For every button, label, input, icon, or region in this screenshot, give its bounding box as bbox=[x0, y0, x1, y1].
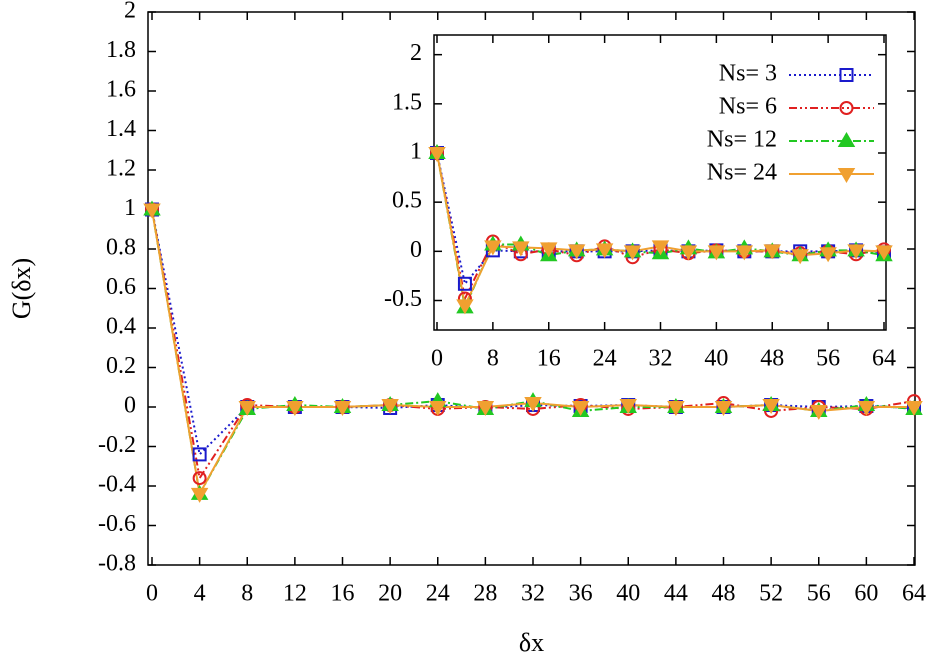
y-tick-label: -0.2 bbox=[98, 432, 136, 458]
legend-label: Ns= 3 bbox=[719, 61, 777, 87]
marker bbox=[619, 399, 637, 415]
marker bbox=[476, 401, 495, 416]
y-tick-label: 0.4 bbox=[106, 314, 136, 340]
marker bbox=[238, 401, 256, 416]
marker bbox=[847, 244, 865, 260]
y-tick-label: 2 bbox=[124, 0, 136, 24]
y-tick-label: -0.8 bbox=[98, 551, 136, 577]
series-line bbox=[151, 209, 915, 457]
marker bbox=[651, 240, 670, 256]
marker bbox=[333, 401, 352, 416]
marker bbox=[595, 243, 614, 259]
marker bbox=[735, 245, 754, 261]
x-tick-label: 8 bbox=[241, 581, 253, 607]
x-tick-label: 44 bbox=[664, 581, 688, 607]
marker bbox=[457, 276, 472, 291]
marker bbox=[623, 245, 642, 261]
x-axis-label: δx bbox=[519, 628, 544, 657]
y-tick-label: 0.2 bbox=[106, 353, 136, 379]
x-tick-label: 48 bbox=[760, 346, 784, 372]
y-tick-label: 1.5 bbox=[392, 89, 422, 115]
y-tick-label: 1.2 bbox=[106, 156, 136, 182]
marker bbox=[763, 244, 781, 260]
x-tick-label: 16 bbox=[331, 581, 355, 607]
marker bbox=[540, 242, 558, 258]
y-tick-label: 1.6 bbox=[106, 77, 136, 103]
y-tick-label: 1.8 bbox=[106, 37, 136, 63]
marker bbox=[381, 399, 399, 415]
y-tick-label: -0.6 bbox=[98, 511, 136, 537]
y-tick-label: -0.5 bbox=[384, 286, 422, 312]
x-tick-label: 32 bbox=[649, 346, 673, 372]
x-tick-label: 16 bbox=[537, 346, 561, 372]
x-tick-label: 24 bbox=[426, 581, 450, 607]
marker bbox=[143, 203, 161, 219]
x-tick-label: 64 bbox=[902, 581, 926, 607]
x-tick-label: 60 bbox=[854, 581, 878, 607]
x-tick-label: 24 bbox=[593, 346, 617, 372]
marker bbox=[839, 101, 854, 115]
marker bbox=[428, 147, 446, 162]
x-tick-label: 8 bbox=[487, 346, 499, 372]
marker bbox=[484, 240, 502, 256]
x-tick-label: 40 bbox=[616, 581, 640, 607]
marker bbox=[707, 245, 726, 261]
marker bbox=[286, 401, 304, 416]
marker bbox=[524, 397, 542, 413]
marker bbox=[791, 249, 809, 265]
y-tick-label: 1 bbox=[124, 195, 136, 221]
x-tick-label: 52 bbox=[759, 581, 783, 607]
y-tick-label: -0.4 bbox=[98, 472, 136, 498]
x-tick-label: 12 bbox=[283, 581, 307, 607]
marker bbox=[875, 245, 893, 261]
marker bbox=[667, 401, 685, 416]
marker bbox=[456, 299, 474, 315]
marker bbox=[429, 401, 447, 416]
legend-label: Ns= 12 bbox=[707, 127, 777, 153]
marker bbox=[714, 401, 733, 416]
marker bbox=[512, 241, 530, 257]
legend-label: Ns= 6 bbox=[719, 94, 777, 120]
y-axis-label: G(δx) bbox=[7, 258, 36, 319]
y-tick-label: 1 bbox=[410, 139, 422, 165]
y-tick-label: 1.4 bbox=[106, 116, 136, 142]
x-tick-label: 40 bbox=[704, 346, 728, 372]
y-tick-label: 0.6 bbox=[106, 274, 136, 300]
x-tick-label: 0 bbox=[146, 581, 158, 607]
x-tick-label: 20 bbox=[378, 581, 402, 607]
marker bbox=[819, 247, 837, 263]
marker bbox=[857, 401, 876, 416]
x-tick-label: 56 bbox=[816, 346, 840, 372]
y-tick-label: 0.8 bbox=[106, 235, 136, 261]
marker bbox=[567, 244, 586, 260]
marker bbox=[905, 401, 923, 416]
y-tick-label: 0 bbox=[410, 237, 422, 263]
x-tick-label: 56 bbox=[807, 581, 831, 607]
y-tick-label: 0.5 bbox=[392, 188, 422, 214]
marker bbox=[810, 404, 828, 420]
x-tick-label: 4 bbox=[194, 581, 206, 607]
y-tick-label: 0 bbox=[124, 393, 136, 419]
y-tick-label: 2 bbox=[410, 40, 422, 66]
marker bbox=[571, 401, 590, 416]
x-tick-label: 32 bbox=[521, 581, 545, 607]
marker bbox=[837, 132, 856, 147]
x-tick-label: 64 bbox=[872, 346, 896, 372]
x-tick-label: 48 bbox=[712, 581, 736, 607]
marker bbox=[837, 168, 856, 183]
x-tick-label: 0 bbox=[431, 346, 443, 372]
marker bbox=[679, 245, 698, 261]
marker bbox=[192, 447, 207, 462]
legend-label: Ns= 24 bbox=[707, 160, 777, 186]
inset-background bbox=[434, 35, 886, 330]
marker bbox=[839, 68, 854, 82]
x-tick-label: 36 bbox=[569, 581, 593, 607]
marker bbox=[192, 471, 207, 486]
marker bbox=[190, 487, 209, 503]
marker bbox=[762, 399, 780, 415]
x-tick-label: 28 bbox=[473, 581, 497, 607]
